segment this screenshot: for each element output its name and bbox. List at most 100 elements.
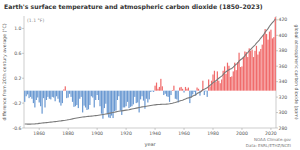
bar	[182, 89, 183, 91]
bar	[105, 91, 106, 104]
bar	[265, 29, 266, 91]
bar	[124, 91, 125, 108]
y-tick-label: 0.6	[14, 51, 21, 56]
bar	[153, 91, 154, 92]
bar	[267, 40, 268, 91]
bar	[270, 30, 271, 91]
bar	[167, 91, 168, 97]
y-tick-label: -0.2	[13, 101, 22, 106]
x-tick-label: 1980	[207, 131, 219, 136]
bar	[198, 89, 199, 91]
bar	[149, 91, 150, 100]
bar	[70, 91, 71, 97]
bar	[224, 66, 225, 90]
x-tick	[270, 128, 271, 130]
bar	[114, 91, 115, 112]
bar	[134, 91, 135, 97]
bar	[237, 62, 238, 91]
bar	[50, 91, 51, 100]
bar	[97, 91, 98, 95]
y-tick	[22, 53, 24, 54]
bar	[262, 45, 263, 91]
bar	[170, 91, 171, 95]
bar	[230, 77, 231, 91]
bar	[73, 91, 74, 107]
bar	[123, 91, 124, 108]
bar	[82, 91, 83, 113]
y2-axis-label: global atmospheric carbon dioxide (ppm)	[294, 25, 299, 120]
bar	[266, 34, 267, 91]
chart: Earth's surface temperature and atmosphe…	[0, 0, 300, 150]
bar	[59, 91, 60, 103]
y2-tick-label: 400	[279, 33, 288, 38]
bar	[181, 87, 182, 91]
y2-tick-label: 340	[279, 79, 288, 84]
bar	[272, 38, 273, 90]
bar	[241, 66, 242, 90]
bar	[246, 52, 247, 91]
bar	[269, 32, 270, 91]
bar	[68, 91, 69, 98]
x-tick	[241, 128, 242, 130]
bar	[220, 83, 221, 90]
bar	[31, 91, 32, 99]
y-axis-line	[24, 16, 25, 128]
bar	[99, 91, 100, 107]
bar	[172, 90, 173, 92]
bar	[259, 51, 260, 90]
bar	[104, 91, 105, 108]
bar	[194, 91, 195, 92]
bar	[244, 51, 245, 90]
bar	[53, 91, 54, 98]
x-tick	[155, 128, 156, 130]
bar	[33, 91, 34, 103]
bar	[75, 91, 76, 107]
x-tick	[39, 128, 40, 130]
bar	[30, 91, 31, 97]
bar	[275, 17, 276, 90]
bar	[26, 91, 27, 97]
bar	[205, 90, 206, 92]
bar	[240, 67, 241, 91]
bar	[150, 91, 151, 92]
bar	[209, 86, 210, 90]
bar	[44, 91, 45, 108]
bar	[175, 91, 176, 99]
x-tick	[184, 128, 185, 130]
bar	[253, 57, 254, 91]
bar	[160, 79, 161, 91]
bar	[131, 91, 132, 107]
bar	[89, 91, 90, 105]
bar	[152, 90, 153, 92]
bar	[98, 91, 99, 100]
bar	[173, 86, 174, 91]
bar	[263, 35, 264, 91]
bar	[88, 91, 89, 110]
bar	[56, 91, 57, 97]
bar	[204, 91, 205, 95]
x-tick-label: 1880	[62, 131, 74, 136]
source: Data: ESRL/ETHZ/NCEI	[246, 143, 291, 148]
x-tick-label: 1900	[91, 131, 103, 136]
plot-marks	[24, 17, 276, 124]
bar	[60, 91, 61, 106]
bar	[65, 86, 66, 90]
bar	[185, 87, 186, 91]
bar	[214, 71, 215, 91]
y-tick	[22, 78, 24, 79]
y-tick	[22, 28, 24, 29]
bar	[176, 91, 177, 100]
bar	[55, 91, 56, 102]
bar	[217, 71, 218, 90]
bar	[188, 88, 189, 91]
bar	[208, 79, 209, 90]
y-axis-label: difference from 20th century average (°C…	[2, 23, 7, 120]
bar	[24, 91, 25, 102]
bar	[249, 48, 250, 90]
bar	[76, 91, 77, 105]
bar	[120, 91, 121, 111]
bar	[179, 88, 180, 91]
bar	[207, 91, 208, 97]
bar	[183, 91, 184, 93]
bar	[85, 91, 86, 108]
